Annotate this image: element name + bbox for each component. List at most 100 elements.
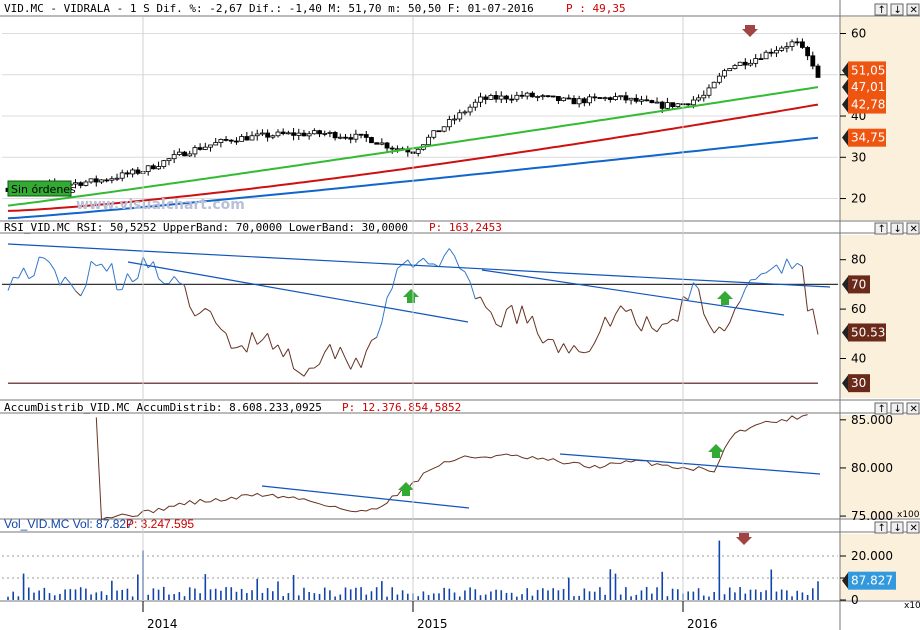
vol-tick-label: 0 bbox=[851, 593, 859, 607]
close-icon: ✕ bbox=[910, 5, 918, 16]
candle-body bbox=[99, 179, 104, 183]
vol-badge-pointer bbox=[842, 572, 848, 589]
volume-bar bbox=[593, 591, 596, 600]
up-icon: ↑ bbox=[878, 5, 886, 16]
volume-bar bbox=[152, 588, 155, 600]
candle-body bbox=[768, 51, 774, 54]
volume-bar bbox=[630, 596, 632, 600]
volume-bar bbox=[443, 587, 445, 600]
signal-up-arrow bbox=[403, 289, 419, 303]
candle-body bbox=[182, 151, 187, 157]
volume-bar bbox=[131, 596, 134, 600]
year-label: 2014 bbox=[147, 617, 178, 630]
scale-vol bbox=[840, 534, 920, 600]
candle-body bbox=[187, 153, 193, 157]
candle-body bbox=[758, 58, 764, 60]
candle-body bbox=[78, 182, 84, 186]
candle-body bbox=[441, 126, 447, 132]
candle-body bbox=[530, 92, 535, 98]
move-up-button[interactable] bbox=[874, 3, 888, 16]
vol-header: Vol_VID.MC Vol: 87.827 bbox=[4, 517, 133, 531]
volume-bar bbox=[375, 587, 378, 600]
candle-body bbox=[223, 139, 229, 141]
price-badge-label: 42,78 bbox=[851, 98, 885, 112]
volume-bar bbox=[199, 593, 201, 600]
volume-bar bbox=[505, 592, 508, 600]
close-button[interactable] bbox=[906, 402, 920, 415]
price-candles bbox=[5, 37, 821, 195]
close-icon: ✕ bbox=[910, 523, 918, 534]
volume-bar bbox=[407, 593, 409, 600]
candle-body bbox=[322, 133, 328, 135]
volume-bar bbox=[723, 594, 726, 600]
move-down-button[interactable] bbox=[890, 402, 904, 415]
volume-bar bbox=[225, 587, 227, 600]
candle-body bbox=[426, 136, 431, 146]
candle-body bbox=[171, 154, 177, 160]
volume-bar bbox=[90, 594, 92, 600]
candle-body bbox=[561, 97, 566, 101]
price-badge bbox=[848, 95, 886, 114]
volume-bar bbox=[246, 593, 248, 600]
move-down-button[interactable] bbox=[890, 521, 904, 534]
close-icon: ✕ bbox=[910, 224, 918, 235]
candle-body bbox=[488, 95, 494, 100]
signal-down-arrow bbox=[736, 533, 752, 545]
candle-body bbox=[509, 98, 515, 101]
price-badge bbox=[848, 128, 886, 147]
scale-rsi bbox=[840, 235, 920, 398]
volume-bar bbox=[12, 591, 14, 600]
move-up-button[interactable] bbox=[874, 521, 888, 534]
candle-body bbox=[197, 147, 203, 150]
volume-bar bbox=[43, 587, 46, 600]
candle-body bbox=[742, 61, 748, 66]
move-up-button[interactable] bbox=[874, 402, 888, 415]
volume-bar bbox=[775, 591, 778, 600]
volume-bar bbox=[562, 589, 565, 600]
candle-body bbox=[613, 96, 618, 100]
close-button[interactable] bbox=[906, 3, 920, 16]
close-button[interactable] bbox=[906, 521, 920, 534]
volume-bar bbox=[521, 594, 523, 600]
volume-bar bbox=[677, 589, 679, 600]
volume-bar bbox=[666, 596, 669, 600]
volume-bar bbox=[220, 590, 222, 600]
candle-body bbox=[431, 130, 437, 138]
move-up-button[interactable] bbox=[874, 222, 888, 235]
volume-bar bbox=[713, 592, 715, 600]
move-down-button[interactable] bbox=[890, 3, 904, 16]
rsi-header-p: P: 163,2453 bbox=[429, 221, 502, 234]
candle-body bbox=[285, 132, 291, 135]
price-tick-label: 60 bbox=[851, 27, 866, 41]
vol-badge bbox=[848, 571, 896, 590]
rsi-trendline bbox=[127, 261, 469, 323]
rsi-badge-label: 50.53 bbox=[851, 325, 885, 339]
candle-body bbox=[249, 135, 255, 141]
price-header: VID.MC - VIDRALA - 1 S Dif. %: -2,67 Dif… bbox=[4, 2, 534, 15]
candle-body bbox=[535, 96, 541, 98]
candle-body bbox=[722, 70, 727, 77]
volume-bar bbox=[303, 587, 305, 600]
candle-body bbox=[545, 95, 551, 98]
close-button[interactable] bbox=[906, 222, 920, 235]
volume-bar bbox=[386, 596, 388, 600]
volume-bar bbox=[739, 587, 741, 600]
rsi-badge-pointer bbox=[842, 375, 848, 392]
candle-body bbox=[794, 41, 800, 44]
volume-bar bbox=[516, 596, 518, 600]
candle-body bbox=[239, 136, 245, 142]
volume-bar bbox=[547, 590, 549, 600]
candle-body bbox=[665, 102, 670, 109]
volume-bar bbox=[692, 591, 695, 600]
candle-body bbox=[524, 92, 530, 97]
volume-bar bbox=[479, 595, 482, 600]
rsi-badge bbox=[848, 275, 870, 294]
move-down-button[interactable] bbox=[890, 222, 904, 235]
candle-body bbox=[587, 96, 592, 104]
panel-rsi bbox=[2, 235, 838, 398]
candle-body bbox=[213, 142, 219, 146]
volume-bar bbox=[53, 595, 56, 600]
candle-body bbox=[732, 65, 738, 69]
volume-bar bbox=[754, 589, 757, 600]
